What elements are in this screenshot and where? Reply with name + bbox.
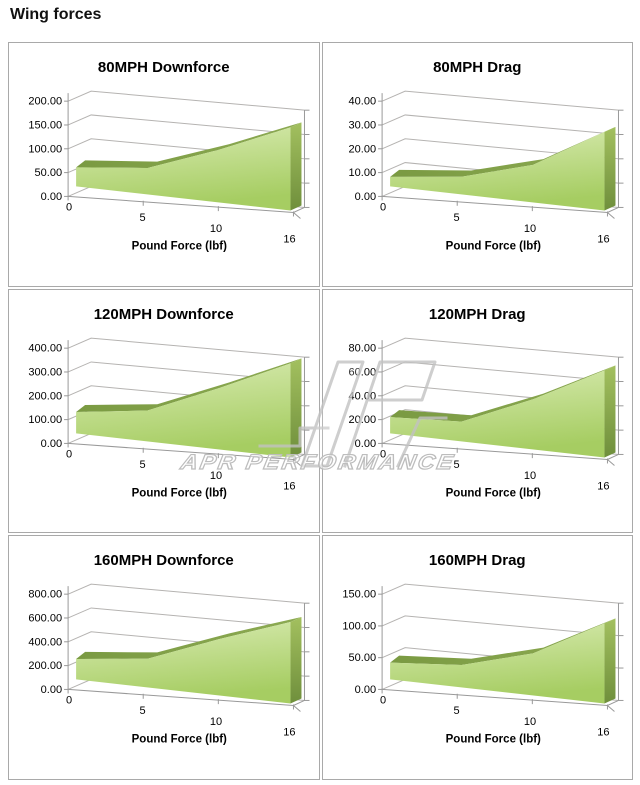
svg-text:0: 0 xyxy=(380,201,386,213)
svg-text:16: 16 xyxy=(597,234,609,246)
chart-panel: 0.00 20.00 40.00 60.00 80.00 0 5 10 16 Pound Forc… xyxy=(321,288,633,534)
svg-text:5: 5 xyxy=(139,212,145,224)
svg-text:20.00: 20.00 xyxy=(348,414,376,426)
svg-text:30.00: 30.00 xyxy=(348,119,376,131)
svg-text:20.00: 20.00 xyxy=(348,143,376,155)
page-title: Wing forces xyxy=(10,6,102,23)
svg-text:Pound Force (lbf): Pound Force (lbf) xyxy=(445,734,540,746)
chart-panel: 0.00 200.00 400.00 600.00 800.00 0 5 10 16 Pound … xyxy=(8,535,320,780)
svg-text:50.00: 50.00 xyxy=(348,653,376,665)
svg-text:5: 5 xyxy=(453,212,459,224)
chart-panel: 0.00 100.00 200.00 300.00 400.00 0 5 10 16 Pound … xyxy=(8,288,320,534)
svg-text:150.00: 150.00 xyxy=(342,589,376,601)
svg-text:5: 5 xyxy=(139,705,145,717)
area-chart-svg: 0.00 50.00 100.00 150.00 0 5 10 16 Pound Force (… xyxy=(342,583,623,746)
svg-text:0: 0 xyxy=(66,201,72,213)
svg-text:16: 16 xyxy=(283,480,295,492)
svg-text:100.00: 100.00 xyxy=(342,621,376,633)
svg-text:100.00: 100.00 xyxy=(28,414,62,426)
chart-panel: 0.00 10.00 20.00 30.00 40.00 0 5 10 16 Pound Forc… xyxy=(321,42,633,287)
svg-text:800.00: 800.00 xyxy=(28,589,62,601)
chart-title: 80MPH Downforce xyxy=(97,59,230,76)
svg-text:40.00: 40.00 xyxy=(348,96,376,108)
svg-text:Pound Force (lbf): Pound Force (lbf) xyxy=(132,241,227,253)
chart-panel: 0.00 50.00 100.00 150.00 200.00 0 5 10 16 Pound F… xyxy=(8,42,320,287)
svg-text:10: 10 xyxy=(523,716,535,728)
svg-text:10: 10 xyxy=(523,470,535,482)
svg-text:0: 0 xyxy=(380,695,386,707)
svg-text:0: 0 xyxy=(380,448,386,460)
svg-text:200.00: 200.00 xyxy=(28,660,62,672)
area-chart-svg: 0.00 10.00 20.00 30.00 40.00 0 5 10 16 Pound Forc… xyxy=(348,90,623,253)
svg-text:100.00: 100.00 xyxy=(28,143,62,155)
svg-text:80.00: 80.00 xyxy=(348,342,376,354)
svg-text:16: 16 xyxy=(597,727,609,739)
svg-text:16: 16 xyxy=(597,480,609,492)
svg-text:0.00: 0.00 xyxy=(41,191,62,203)
svg-text:16: 16 xyxy=(283,234,295,246)
chart-title: 120MPH Downforce xyxy=(93,305,234,323)
svg-text:0.00: 0.00 xyxy=(354,438,375,450)
svg-text:Pound Force (lbf): Pound Force (lbf) xyxy=(132,487,227,499)
chart-panel: 0.00 50.00 100.00 150.00 0 5 10 16 Pound Force (… xyxy=(321,535,633,780)
svg-text:0: 0 xyxy=(66,695,72,707)
svg-text:0.00: 0.00 xyxy=(41,438,62,450)
svg-text:400.00: 400.00 xyxy=(28,342,62,354)
svg-text:5: 5 xyxy=(139,459,145,471)
svg-text:Pound Force (lbf): Pound Force (lbf) xyxy=(132,734,227,746)
area-chart-svg: 0.00 20.00 40.00 60.00 80.00 0 5 10 16 Pound Forc… xyxy=(348,337,623,499)
svg-text:60.00: 60.00 xyxy=(348,366,376,378)
svg-text:300.00: 300.00 xyxy=(28,366,62,378)
area-chart-svg: 0.00 100.00 200.00 300.00 400.00 0 5 10 16 Pound … xyxy=(28,337,310,499)
chart-title: 160MPH Drag xyxy=(428,552,526,570)
svg-text:Pound Force (lbf): Pound Force (lbf) xyxy=(445,241,540,253)
svg-text:400.00: 400.00 xyxy=(28,637,62,649)
svg-text:5: 5 xyxy=(453,705,459,717)
svg-text:0.00: 0.00 xyxy=(354,191,375,203)
svg-text:40.00: 40.00 xyxy=(348,390,376,402)
svg-text:50.00: 50.00 xyxy=(35,167,63,179)
svg-text:200.00: 200.00 xyxy=(28,96,62,108)
svg-text:0.00: 0.00 xyxy=(354,684,375,696)
chart-title: 80MPH Drag xyxy=(433,59,522,76)
chart-title: 160MPH Downforce xyxy=(93,552,234,570)
svg-text:10: 10 xyxy=(210,223,222,235)
svg-text:0.00: 0.00 xyxy=(41,684,62,696)
svg-text:10: 10 xyxy=(523,223,535,235)
svg-text:Pound Force (lbf): Pound Force (lbf) xyxy=(445,487,540,499)
svg-text:150.00: 150.00 xyxy=(28,119,62,131)
svg-text:600.00: 600.00 xyxy=(28,613,62,625)
svg-text:16: 16 xyxy=(283,727,295,739)
svg-text:10: 10 xyxy=(210,470,222,482)
svg-text:10: 10 xyxy=(210,716,222,728)
chart-title: 120MPH Drag xyxy=(428,305,526,323)
area-chart-svg: 0.00 50.00 100.00 150.00 200.00 0 5 10 16 Pound F… xyxy=(28,90,310,253)
svg-text:200.00: 200.00 xyxy=(28,390,62,402)
chart-grid: 0.00 50.00 100.00 150.00 200.00 0 5 10 16 Pound F… xyxy=(8,42,633,780)
svg-text:0: 0 xyxy=(66,448,72,460)
svg-text:5: 5 xyxy=(453,459,459,471)
area-chart-svg: 0.00 200.00 400.00 600.00 800.00 0 5 10 16 Pound … xyxy=(28,583,310,746)
svg-text:10.00: 10.00 xyxy=(348,167,376,179)
